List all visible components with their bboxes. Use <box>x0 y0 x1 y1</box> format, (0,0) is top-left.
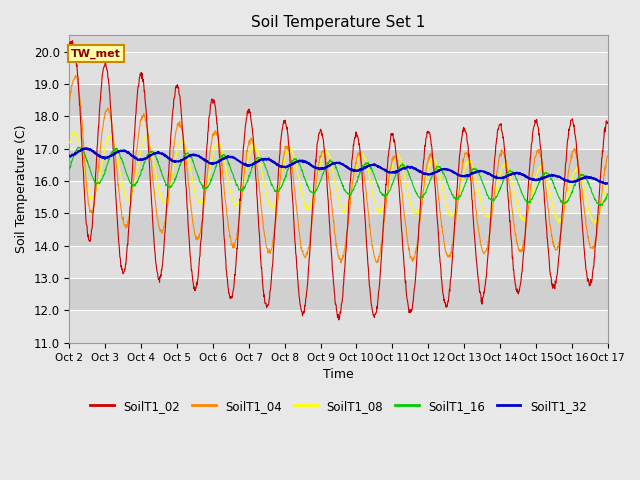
Bar <box>69 278 608 311</box>
Bar <box>69 84 608 116</box>
Legend: SoilT1_02, SoilT1_04, SoilT1_08, SoilT1_16, SoilT1_32: SoilT1_02, SoilT1_04, SoilT1_08, SoilT1_… <box>86 395 591 417</box>
Bar <box>69 116 608 149</box>
Bar <box>69 51 608 84</box>
Bar <box>69 311 608 343</box>
Bar <box>69 149 608 181</box>
Bar <box>69 213 608 246</box>
Bar <box>69 181 608 213</box>
Text: TW_met: TW_met <box>71 48 121 59</box>
Bar <box>69 246 608 278</box>
Title: Soil Temperature Set 1: Soil Temperature Set 1 <box>252 15 426 30</box>
X-axis label: Time: Time <box>323 368 354 381</box>
Y-axis label: Soil Temperature (C): Soil Temperature (C) <box>15 125 28 253</box>
